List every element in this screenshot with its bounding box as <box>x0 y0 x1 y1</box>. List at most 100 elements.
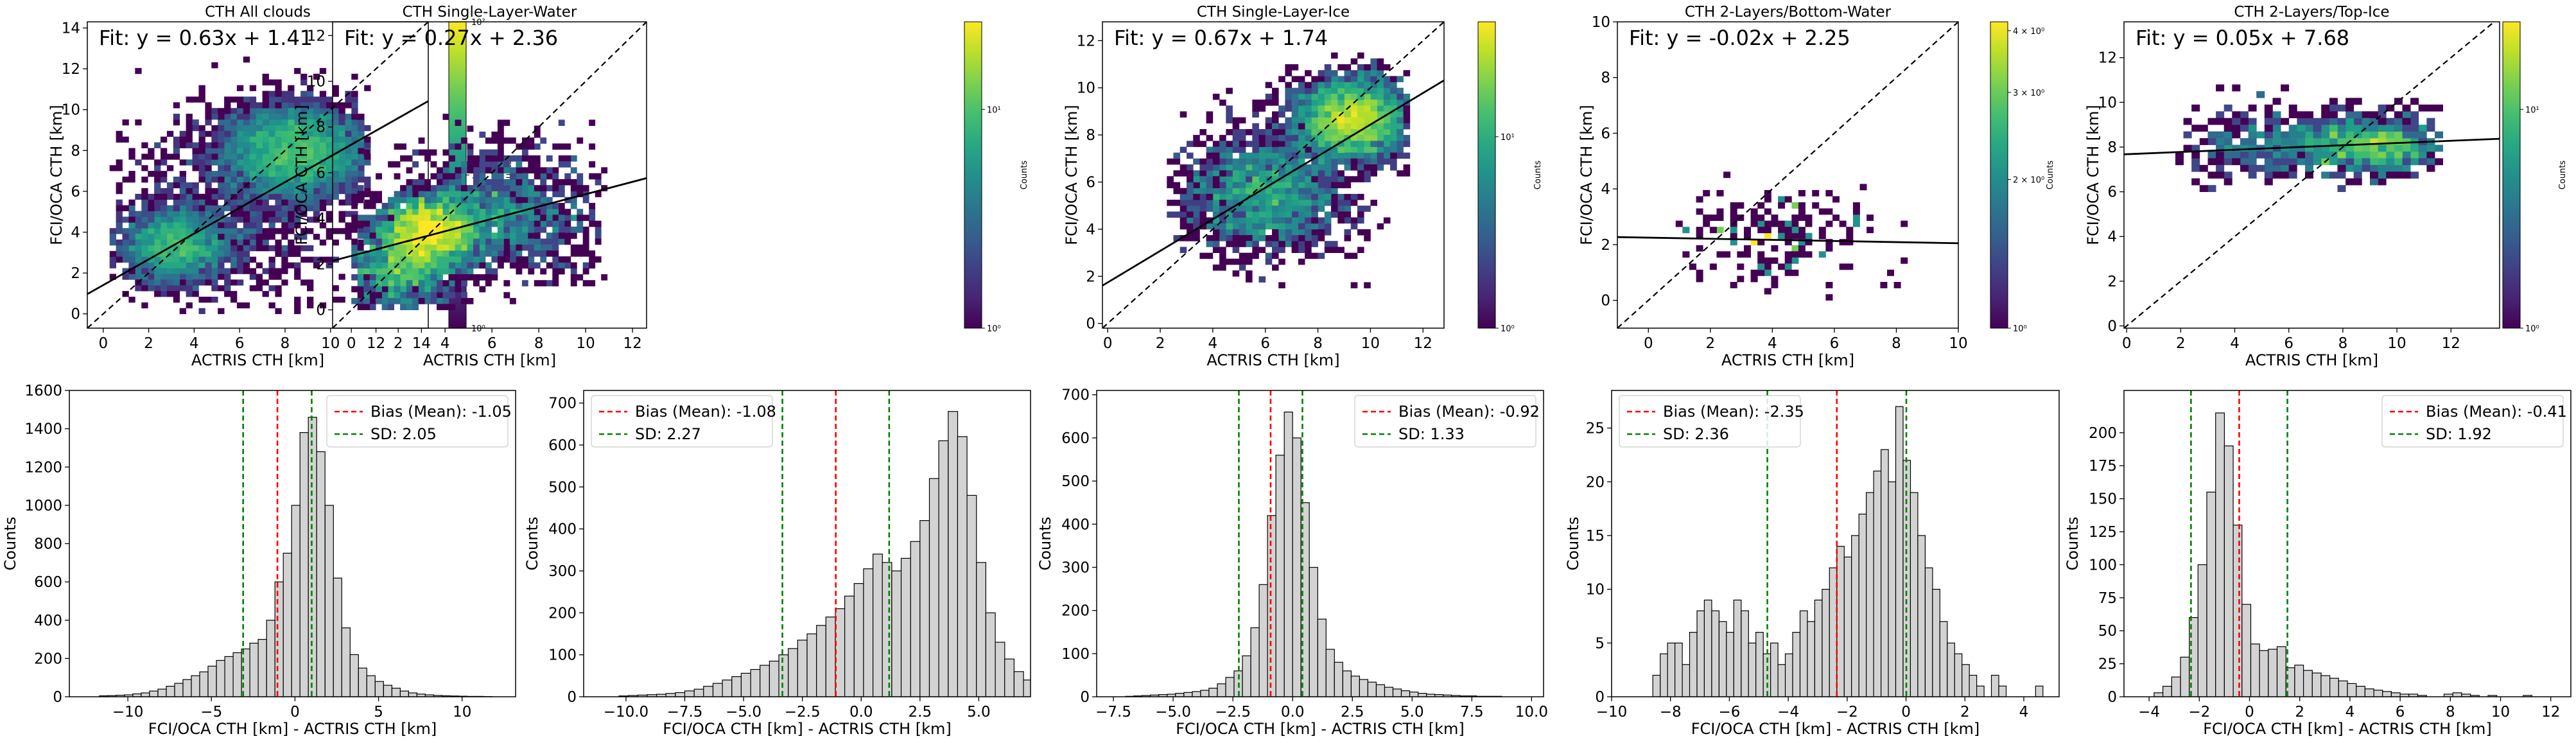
density-bin <box>552 250 559 257</box>
density-bin <box>2378 125 2387 132</box>
density-bin <box>1364 87 1371 94</box>
density-bin <box>534 167 541 174</box>
density-bin <box>1291 164 1299 171</box>
density-bin <box>211 216 218 223</box>
density-bin <box>1219 217 1226 224</box>
density-bin <box>173 279 180 286</box>
density-bin <box>275 171 282 177</box>
y-tick-label: 6 <box>1086 175 1095 191</box>
density-bin <box>509 214 516 222</box>
density-bin <box>1187 188 1194 195</box>
density-bin <box>256 108 263 114</box>
density-bin <box>186 96 193 103</box>
density-bin <box>1344 146 1352 153</box>
density-bin <box>582 214 589 222</box>
density-bin <box>275 85 282 91</box>
density-bin <box>186 291 193 297</box>
density-bin <box>231 171 238 177</box>
density-bin <box>141 262 148 268</box>
density-bin <box>351 171 358 177</box>
density-bin <box>211 148 218 154</box>
density-bin <box>1232 182 1240 189</box>
density-bin <box>186 302 193 309</box>
density-bin <box>288 148 295 154</box>
density-bin <box>1357 164 1364 171</box>
density-bin <box>2378 178 2387 186</box>
density-bin <box>2410 144 2419 152</box>
density-bin <box>1377 164 1384 171</box>
density-bin <box>497 244 504 251</box>
density-bin <box>1187 182 1194 189</box>
density-bin <box>1324 105 1332 112</box>
density-bin <box>198 193 205 200</box>
density-bin <box>540 250 547 257</box>
density-bin <box>288 262 295 268</box>
density-bin <box>326 108 333 114</box>
density-bin <box>173 177 180 183</box>
y-tick-label: 10 <box>307 74 326 91</box>
density-bin <box>1703 214 1710 221</box>
density-bin <box>135 228 142 234</box>
density-bin <box>1278 141 1285 147</box>
density-bin <box>345 96 352 103</box>
density-bin <box>2264 118 2273 125</box>
density-bin <box>497 167 504 174</box>
density-bin <box>294 234 301 240</box>
density-bin <box>1377 141 1384 147</box>
density-bin <box>437 167 443 174</box>
density-bin <box>400 304 406 310</box>
density-bin <box>2264 131 2273 139</box>
density-bin <box>1239 164 1246 171</box>
density-bin <box>442 262 449 269</box>
density-bin <box>503 232 510 239</box>
y-axis-label: Counts <box>2064 517 2082 571</box>
density-bin <box>173 285 180 292</box>
x-axis-label: FCI/OCA CTH [km] - ACTRIS CTH [km] <box>1691 720 1980 738</box>
density-bin <box>1252 176 1259 182</box>
histogram-bar <box>1866 492 1874 697</box>
density-bin <box>1737 263 1745 270</box>
density-bin <box>1258 247 1266 253</box>
density-bin <box>1246 241 1253 247</box>
density-bin <box>281 177 288 183</box>
density-bin <box>1239 211 1246 218</box>
density-bin <box>442 250 449 257</box>
density-bin <box>394 161 401 168</box>
density-bin <box>249 119 257 126</box>
density-bin <box>2175 158 2184 166</box>
density-bin <box>2321 151 2330 159</box>
colorbar-tick-label: 10¹ <box>1501 133 1515 143</box>
density-bin <box>141 268 148 274</box>
y-tick-label: 75 <box>2098 590 2117 607</box>
density-bin <box>2370 131 2378 139</box>
density-bin <box>364 199 371 205</box>
x-tick-label: 2 <box>2295 704 2304 721</box>
density-bin <box>497 137 504 144</box>
x-tick-label: −8 <box>1660 704 1682 721</box>
density-bin <box>1232 123 1240 130</box>
density-bin <box>534 262 541 269</box>
density-bin <box>2288 158 2297 166</box>
density-bin <box>161 188 168 195</box>
x-tick-label: 12 <box>2541 704 2560 721</box>
density-bin <box>1278 241 1285 247</box>
density-bin <box>345 165 352 171</box>
density-bin <box>326 159 333 166</box>
x-tick-label: 0 <box>290 704 300 721</box>
density-bin <box>406 202 413 209</box>
density-bin <box>369 191 376 198</box>
density-bin <box>582 197 589 204</box>
density-bin <box>198 234 205 240</box>
density-bin <box>1403 141 1411 147</box>
density-bin <box>1784 263 1792 270</box>
density-bin <box>1350 223 1358 230</box>
density-bin <box>351 298 358 304</box>
density-bin <box>497 226 504 233</box>
legend-bias-label: Bias (Mean): -0.41 <box>2426 403 2567 421</box>
histogram-bar <box>816 625 826 697</box>
density-bin <box>1298 247 1305 253</box>
histogram-bar <box>2215 412 2225 697</box>
histogram-bar <box>399 690 410 697</box>
density-bin <box>1798 227 1806 234</box>
